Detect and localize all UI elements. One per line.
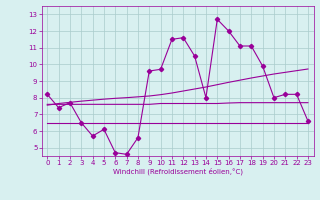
X-axis label: Windchill (Refroidissement éolien,°C): Windchill (Refroidissement éolien,°C) [113,168,243,175]
